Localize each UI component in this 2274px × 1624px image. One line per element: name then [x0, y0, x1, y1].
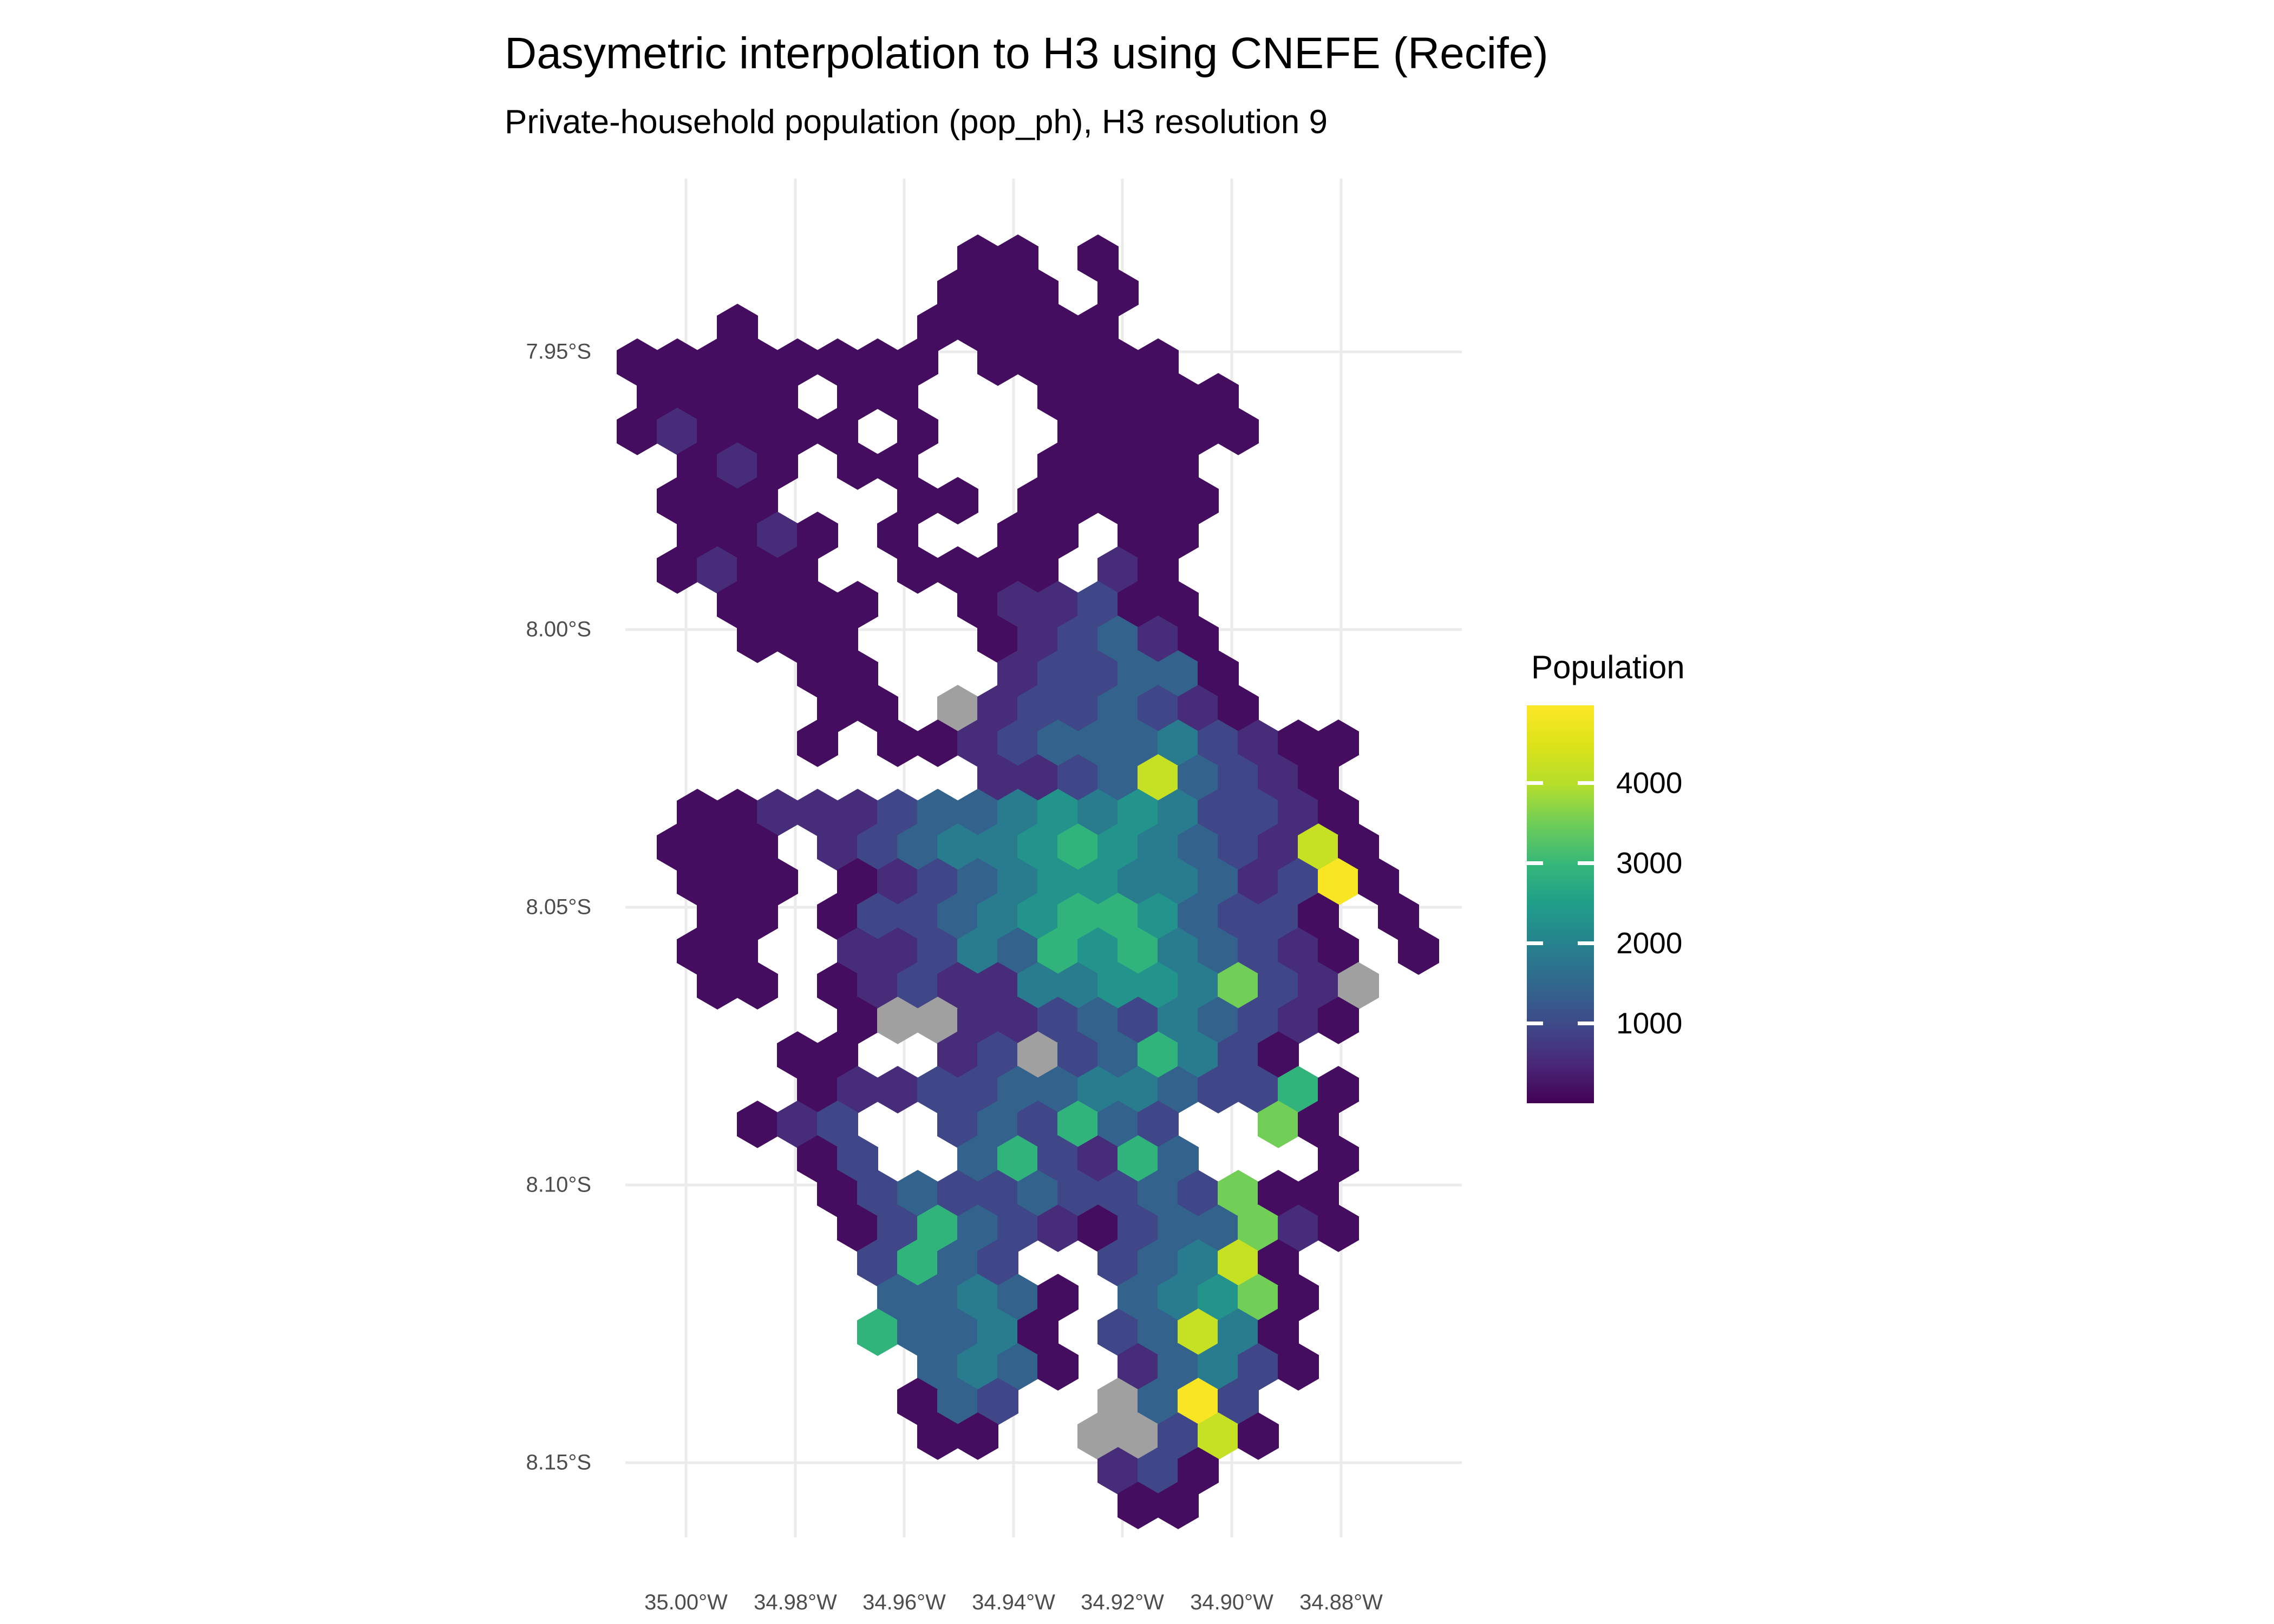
legend-tick-mark	[1578, 1021, 1595, 1025]
hex-cell	[957, 1412, 998, 1460]
page-title: Dasymetric interpolation to H3 using CNE…	[505, 29, 1548, 78]
hex-cell	[1278, 1343, 1319, 1391]
legend-tick-mark	[1526, 1021, 1543, 1025]
legend-tick-mark	[1578, 861, 1595, 865]
hex-cell	[797, 719, 838, 767]
hex-cell	[1398, 927, 1439, 975]
hex-cell	[877, 1066, 918, 1114]
legend-tick-mark	[1578, 781, 1595, 785]
legend-tick-mark	[1526, 941, 1543, 945]
x-tick-label: 34.92°W	[1081, 1590, 1164, 1614]
legend-tick-label: 3000	[1616, 846, 1683, 880]
legend-tick-mark	[1578, 941, 1595, 945]
x-tick-label: 34.96°W	[862, 1590, 946, 1614]
legend-tick-label: 4000	[1616, 765, 1683, 800]
legend-tick-label: 2000	[1616, 926, 1683, 960]
x-tick-label: 34.98°W	[754, 1590, 837, 1614]
legend-title: Population	[1531, 649, 1685, 685]
page-subtitle: Private-household population (pop_ph), H…	[505, 103, 1328, 141]
hex-cell	[1318, 997, 1359, 1044]
hex-cell	[1037, 1343, 1079, 1391]
hex-cell	[1158, 1482, 1199, 1529]
x-tick-label: 34.94°W	[972, 1590, 1055, 1614]
hex-cell	[937, 477, 978, 525]
y-tick-label: 8.00°S	[526, 617, 591, 641]
x-tick-label: 34.90°W	[1190, 1590, 1273, 1614]
legend-colorbar	[1527, 705, 1594, 1103]
x-tick-label: 34.88°W	[1299, 1590, 1383, 1614]
hex-cell	[1238, 1412, 1279, 1460]
y-tick-label: 8.15°S	[526, 1450, 591, 1475]
hex-cell	[737, 962, 778, 1010]
x-tick-label: 35.00°W	[644, 1590, 728, 1614]
legend-tick-label: 1000	[1616, 1006, 1683, 1040]
hex-cell	[737, 1101, 778, 1148]
hex-cell	[1218, 408, 1259, 455]
hex-cell	[1318, 1204, 1359, 1252]
y-tick-label: 7.95°S	[526, 339, 591, 364]
legend-tick-mark	[1526, 781, 1543, 785]
y-tick-label: 8.05°S	[526, 895, 591, 919]
legend-tick-mark	[1526, 861, 1543, 865]
y-tick-label: 8.10°S	[526, 1173, 591, 1197]
